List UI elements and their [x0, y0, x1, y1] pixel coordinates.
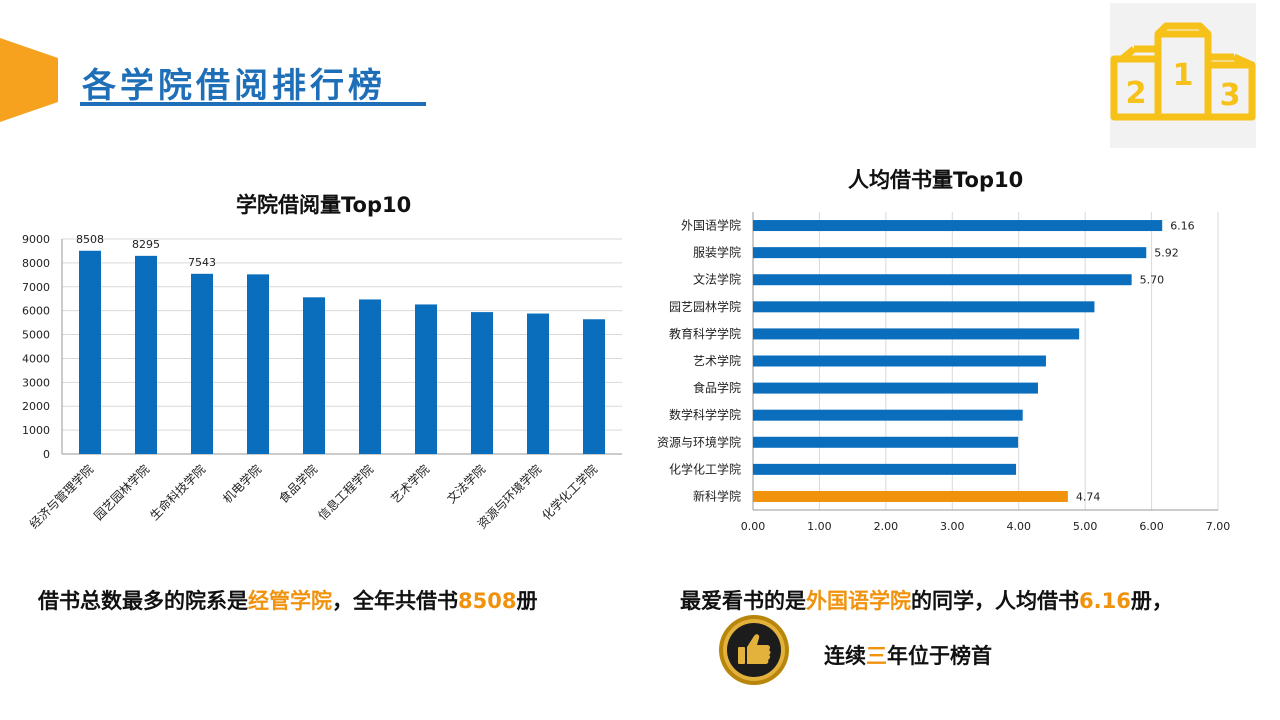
x-tick-label: 艺术学院	[388, 462, 433, 507]
y-tick-label: 1000	[22, 424, 50, 437]
bar	[471, 312, 493, 454]
x-tick-label: 机电学院	[220, 462, 265, 507]
x-tick-label: 3.00	[940, 520, 965, 533]
y-tick-label: 6000	[22, 305, 50, 318]
y-tick-label: 2000	[22, 400, 50, 413]
x-tick-label: 文法学院	[444, 462, 489, 507]
x-tick-label: 6.00	[1139, 520, 1164, 533]
y-tick-label: 教育科学学院	[669, 326, 741, 341]
caption-right2-pre: 连续	[824, 644, 866, 668]
data-label: 4.74	[1076, 490, 1101, 503]
caption-right-post: 册，	[1130, 589, 1173, 613]
data-label: 8508	[76, 233, 104, 246]
bar	[753, 301, 1095, 313]
caption-left-pre: 借书总数最多的院系是	[38, 589, 248, 613]
bar	[247, 274, 269, 454]
caption-left-count: 8508	[458, 589, 517, 613]
caption-left: 借书总数最多的院系是经管学院，全年共借书8508册	[38, 585, 537, 615]
bar	[191, 273, 213, 454]
y-tick-label: 服装学院	[693, 245, 741, 260]
podium-label-2: 2	[1126, 76, 1147, 111]
caption-left-post: 册	[516, 589, 538, 613]
thumbs-up-medal-icon	[719, 615, 789, 685]
bar	[753, 328, 1080, 340]
y-tick-label: 5000	[22, 329, 50, 342]
bar	[753, 274, 1132, 286]
x-tick-label: 7.00	[1206, 520, 1231, 533]
chart-total-borrows: 0 1000 2000 3000 4000 5000 6000 7000 8000 9000 850…	[22, 233, 622, 532]
data-label: 5.92	[1154, 247, 1179, 260]
y-tick-label: 3000	[22, 376, 50, 389]
caption-right-pre: 最爱看书的是	[680, 589, 806, 613]
y-tick-label: 外国语学院	[681, 218, 741, 233]
y-tick-label: 7000	[22, 281, 50, 294]
data-label: 7543	[188, 256, 216, 269]
y-tick-label: 食品学院	[693, 380, 741, 395]
bar	[753, 490, 1068, 502]
y-tick-label: 化学化工学院	[669, 461, 741, 476]
bar	[753, 436, 1019, 448]
caption-left-mid: ，全年共借书	[332, 589, 458, 613]
chart-title-total-borrows: 学院借阅量Top10	[236, 193, 412, 217]
bar	[583, 319, 605, 454]
y-tick-label: 园艺园林学院	[669, 299, 741, 314]
y-tick-label: 资源与环境学院	[657, 434, 741, 449]
x-tick-label: 生命科技学院	[147, 462, 209, 524]
caption-right-mid: 的同学，人均借书	[911, 589, 1079, 613]
caption-left-college: 经管学院	[248, 589, 332, 613]
y-tick-label: 4000	[22, 352, 50, 365]
corner-tab-decoration	[0, 38, 58, 122]
x-tick-label: 2.00	[874, 520, 899, 533]
bar	[753, 463, 1017, 475]
bar	[753, 382, 1038, 394]
podium-label-1: 1	[1173, 58, 1194, 93]
x-tick-label: 5.00	[1073, 520, 1098, 533]
x-tick-label: 食品学院	[276, 462, 321, 507]
chart-title-per-capita: 人均借书量Top10	[848, 168, 1024, 192]
title-underline	[80, 102, 426, 106]
y-tick-label: 8000	[22, 257, 50, 270]
caption-right-line1: 最爱看书的是外国语学院的同学，人均借书6.16册，	[680, 585, 1173, 615]
page-title: 各学院借阅排行榜	[82, 66, 386, 106]
data-label: 6.16	[1170, 220, 1195, 233]
data-label: 5.70	[1140, 274, 1165, 287]
caption-right2-count: 三	[866, 644, 887, 668]
caption-right-count: 6.16	[1079, 589, 1131, 613]
y-tick-label: 数学科学学院	[669, 407, 741, 422]
y-tick-label: 9000	[22, 233, 50, 246]
bar	[753, 409, 1023, 421]
bar	[359, 299, 381, 454]
x-tick-label: 信息工程学院	[315, 462, 377, 524]
x-tick-label: 1.00	[807, 520, 832, 533]
bar	[527, 313, 549, 454]
chart-per-capita-borrows: 0.00 1.00 2.00 3.00 4.00 5.00 6.00 7.00 外国语学院 6.1…	[657, 212, 1231, 533]
podium-icon: 2 1 3	[1110, 22, 1256, 121]
podium-icon-box: 2 1 3	[1110, 3, 1256, 148]
x-tick-label: 0.00	[741, 520, 766, 533]
bar	[135, 255, 157, 454]
x-tick-label: 4.00	[1006, 520, 1031, 533]
bar	[753, 220, 1163, 232]
x-tick-label: 化学化工学院	[539, 462, 601, 524]
bar	[753, 355, 1046, 367]
x-tick-label: 经济与管理学院	[26, 462, 96, 532]
y-tick-label: 新科学院	[693, 488, 741, 503]
x-tick-label: 园艺园林学院	[91, 462, 153, 524]
bar	[753, 247, 1147, 259]
caption-right2-post: 年位于榜首	[887, 644, 992, 668]
caption-right-line2: 连续三年位于榜首	[824, 640, 992, 670]
bar	[415, 304, 437, 454]
data-label: 8295	[132, 238, 160, 251]
podium-label-3: 3	[1220, 78, 1241, 113]
bar	[79, 250, 101, 454]
y-tick-label: 艺术学院	[693, 353, 741, 368]
y-tick-label: 文法学院	[693, 272, 741, 287]
bar	[303, 297, 325, 454]
y-tick-label: 0	[43, 448, 50, 461]
caption-right-college: 外国语学院	[806, 589, 911, 613]
